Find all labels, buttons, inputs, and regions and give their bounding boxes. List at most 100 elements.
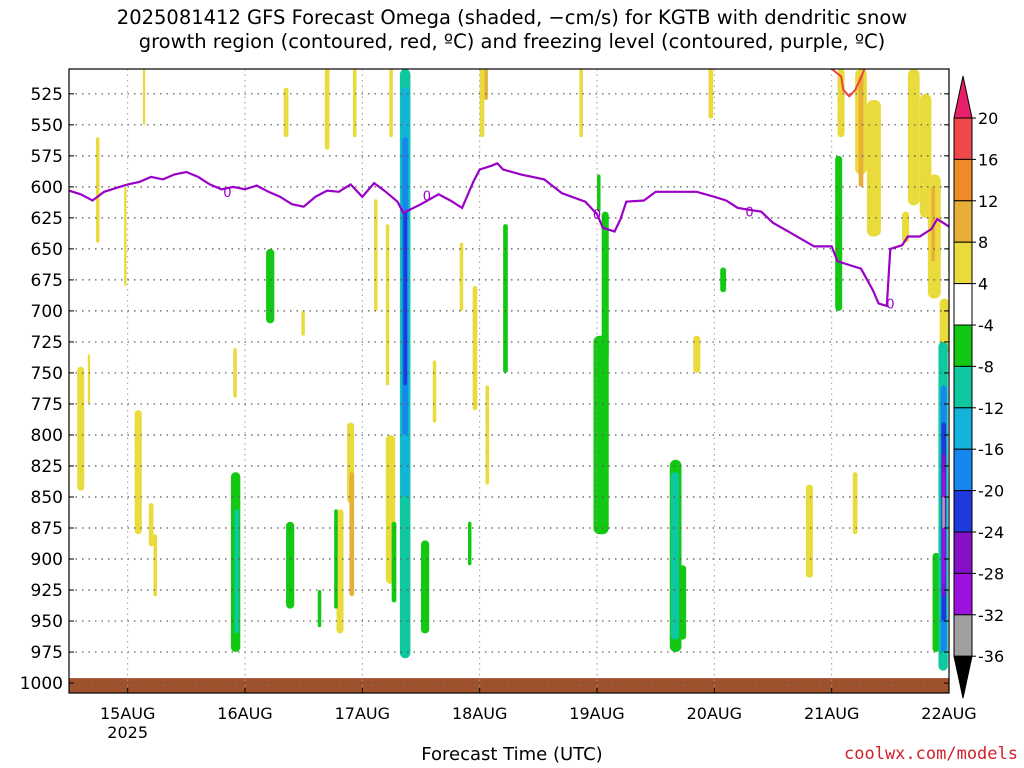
x-tick-sublabel-15AUG: 2025 [107,723,148,742]
colorbar-label-12: 12 [978,192,998,211]
omega-region-49 [503,224,508,373]
omega-region-21 [472,286,478,411]
colorbar-swatch-9 [953,448,973,492]
omega-region-50 [593,335,609,535]
y-tick-label-825: 825 [31,457,63,477]
omega-region-31 [866,100,881,237]
x-tick-label-21AUG: 21AUG [804,704,859,723]
plot-area: 0 0 0 0 0 [69,69,949,693]
omega-region-3 [124,186,127,287]
omega-region-8 [233,348,237,398]
y-tick-label-725: 725 [31,333,63,353]
omega-region-26 [693,335,701,373]
omega-region-23 [485,385,490,485]
omega-region-44 [317,590,322,628]
colorbar-label--8: -8 [978,357,994,376]
omega-region-20 [459,242,464,311]
omega-region-64 [403,211,407,386]
omega-region-39 [349,472,355,597]
colorbar-swatch-3 [953,200,973,243]
omega-region-10 [301,310,305,336]
omega-region-32 [902,211,910,243]
colorbar-swatch-2 [953,158,973,202]
omega-region-48 [467,521,472,566]
omega-region-24 [579,69,583,138]
omega-region-9 [283,87,289,138]
colorbar-swatch-1 [953,117,973,160]
omega-region-0 [77,366,85,491]
colorbar-swatch-5 [953,283,973,326]
omega-region-37 [858,75,864,187]
colorbar-swatch-10 [953,490,973,533]
omega-region-55 [835,155,843,311]
omega-region-51 [601,211,609,361]
omega-region-60 [670,472,680,640]
y-tick-label-675: 675 [31,271,63,291]
y-tick-label-775: 775 [31,395,63,415]
colorbar-swatch-11 [953,531,973,574]
freezing-level-label-1: 0 [423,190,431,205]
omega-region-29 [852,472,858,535]
colorbar-label-20: 20 [978,109,998,128]
omega-region-16 [385,224,390,386]
omega-region-1 [87,354,91,404]
colorbar-swatch-12 [953,572,973,616]
colorbar-label--28: -28 [978,564,1004,583]
colorbar-swatch-13 [953,614,973,657]
omega-region-5 [142,69,146,125]
plot-frame [68,68,950,694]
omega-region-43 [286,521,295,609]
omega-region-56 [932,552,940,653]
freezing-level-label-4: 0 [886,297,894,312]
omega-region-2 [95,137,100,243]
omega-region-7 [153,534,157,597]
y-tick-label-850: 850 [31,488,63,508]
freezing-level-label-0: 0 [223,186,231,201]
omega-region-15 [374,199,378,311]
omega-region-69 [942,496,945,529]
colorbar-swatch-7 [953,365,973,409]
colorbar-label--16: -16 [978,440,1004,459]
omega-region-36 [939,298,949,355]
omega-region-22 [479,69,485,138]
x-tick-label-19AUG: 19AUG [569,704,624,723]
y-tick-label-1000: 1000 [20,674,63,694]
y-tick-label-700: 700 [31,302,63,322]
y-tick-label-800: 800 [31,426,63,446]
omega-region-4 [134,410,142,535]
x-tick-label-20AUG: 20AUG [687,704,742,723]
omega-region-25 [708,69,714,119]
omega-region-11 [324,69,330,150]
omega-region-47 [421,540,430,634]
colorbar-label--12: -12 [978,399,1004,418]
omega-region-40 [484,69,488,101]
y-tick-label-600: 600 [31,178,63,198]
omega-region-18 [389,69,393,138]
ground-band [69,678,949,693]
omega-region-6 [148,503,154,547]
colorbar-arrow-top [953,75,973,119]
colorbar-label--4: -4 [978,316,994,335]
y-tick-label-900: 900 [31,550,63,570]
colorbar-swatch-8 [953,407,973,450]
x-tick-label-18AUG: 18AUG [452,704,507,723]
chart-title: 2025081412 GFS Forecast Omega (shaded, −… [116,6,908,53]
colorbar-label-16: 16 [978,150,998,169]
y-tick-label-525: 525 [31,85,63,105]
colorbar-label--20: -20 [978,482,1004,501]
omega-region-12 [336,509,344,634]
omega-region-46 [391,521,397,603]
colorbar-label-8: 8 [978,233,988,252]
freezing-level-label-2: 0 [593,208,601,223]
omega-region-58 [234,509,240,634]
x-axis-title: Forecast Time (UTC) [421,744,603,765]
omega-region-19 [432,360,437,423]
y-tick-label-925: 925 [31,581,63,601]
omega-region-14 [352,69,357,138]
credit-link[interactable]: coolwx.com/models [844,744,1018,764]
colorbar-swatch-4 [953,241,973,285]
colorbar-label--24: -24 [978,523,1004,542]
colorbar-swatch-6 [953,324,973,367]
x-tick-label-16AUG: 16AUG [217,704,272,723]
x-tick-label-22AUG: 22AUG [921,704,976,723]
